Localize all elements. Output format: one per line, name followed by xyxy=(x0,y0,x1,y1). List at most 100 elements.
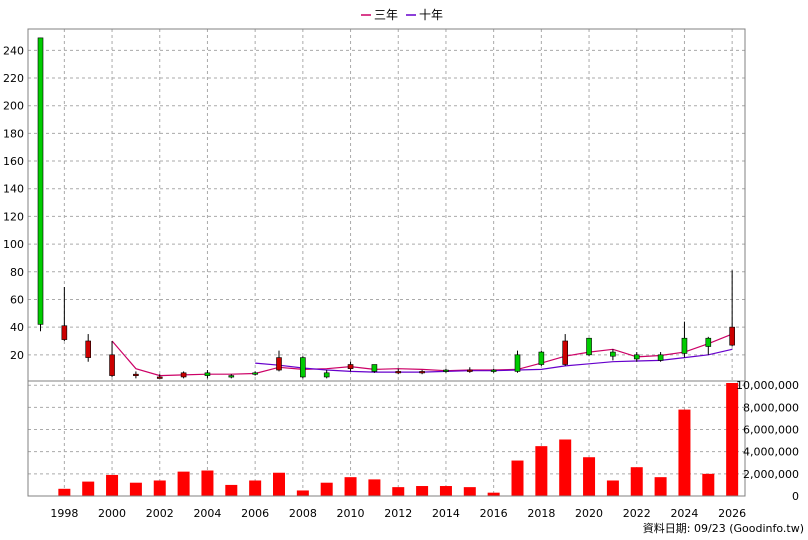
volume-axis-ticks: 0 2,000,000 4,000,000 6,000,000 8,000,000 10,… xyxy=(736,379,799,503)
volume-bar xyxy=(654,477,667,496)
candle-body xyxy=(228,375,235,378)
candle-body xyxy=(514,354,521,372)
volume-tick-label: 8,000,000 xyxy=(743,401,799,414)
price-tick-label: 160 xyxy=(3,155,24,168)
volume-bar xyxy=(439,486,452,496)
volume-bar xyxy=(678,409,691,496)
candle-body xyxy=(586,337,592,356)
volume-bar xyxy=(58,488,71,496)
candle-body xyxy=(466,369,473,372)
price-tick-label: 140 xyxy=(3,183,24,196)
price-tick-label: 120 xyxy=(3,210,24,223)
year-tick-label: 2004 xyxy=(193,507,221,520)
candle-body xyxy=(85,340,91,358)
volume-bar xyxy=(463,487,476,496)
volume-bar xyxy=(129,482,142,496)
year-tick-label: 2014 xyxy=(432,507,460,520)
volume-bar xyxy=(82,481,95,496)
year-tick-label: 2010 xyxy=(337,507,365,520)
legend-label-10yr: 十年 xyxy=(419,8,443,22)
candle-body xyxy=(252,372,258,375)
year-axis-ticks: 1998 2000 2002 2004 2006 2008 2010 2012 2014 2016… xyxy=(50,507,746,520)
year-tick-label: 2020 xyxy=(575,507,603,520)
candle-body xyxy=(681,337,688,354)
candle-body xyxy=(443,369,449,372)
data-date-footer: 資料日期: 09/23 (Goodinfo.tw) xyxy=(643,521,804,535)
year-tick-label: 2018 xyxy=(527,507,555,520)
volume-bar xyxy=(702,473,715,496)
volume-tick-label: 6,000,000 xyxy=(743,424,799,437)
candle-body xyxy=(156,376,163,379)
volume-tick-label: 10,000,000 xyxy=(736,379,799,392)
candle-body xyxy=(37,37,44,325)
volume-bar xyxy=(273,472,285,496)
year-tick-label: 1998 xyxy=(50,507,78,520)
candle-body xyxy=(490,369,497,372)
price-tick-label: 240 xyxy=(3,44,24,57)
year-tick-label: 2008 xyxy=(289,507,317,520)
year-tick-label: 2022 xyxy=(623,507,651,520)
candlesticks xyxy=(37,37,735,379)
candle-body xyxy=(133,373,139,376)
legend-label-3yr: 三年 xyxy=(374,8,398,22)
year-tick-label: 2024 xyxy=(670,507,698,520)
avg-line-3yr xyxy=(111,333,733,377)
candle-body xyxy=(204,372,211,376)
candle-body xyxy=(371,364,378,372)
volume-bar xyxy=(583,457,596,496)
volume-bar xyxy=(106,474,119,496)
candle-body xyxy=(347,364,354,369)
legend: 三年 十年 xyxy=(361,8,443,22)
volume-bar xyxy=(225,484,238,496)
candle-body xyxy=(657,354,664,361)
volume-bar xyxy=(201,470,214,496)
year-tick-label: 2026 xyxy=(718,507,746,520)
year-tick-label: 2000 xyxy=(98,507,126,520)
candle-body xyxy=(705,337,712,347)
candle-body xyxy=(395,371,402,374)
year-tick-label: 2002 xyxy=(146,507,174,520)
volume-bar xyxy=(726,383,739,496)
price-tick-label: 200 xyxy=(3,100,24,113)
candle-body xyxy=(61,325,68,340)
candle-body xyxy=(276,357,282,371)
volume-tick-label: 0 xyxy=(792,490,799,503)
volume-bar xyxy=(535,446,548,496)
price-tick-label: 220 xyxy=(3,72,24,85)
volume-bar xyxy=(296,490,309,496)
volume-bar xyxy=(344,477,357,496)
year-tick-label: 2016 xyxy=(480,507,508,520)
year-tick-label: 2006 xyxy=(241,507,269,520)
price-axis-ticks: 20 40 60 80 100 120 140 160 180 200 220 240 xyxy=(3,44,24,361)
price-tick-label: 80 xyxy=(10,266,24,279)
candle-body xyxy=(562,340,569,365)
year-tick-label: 2012 xyxy=(384,507,412,520)
volume-bar xyxy=(249,480,262,496)
price-tick-label: 100 xyxy=(3,238,24,251)
candle-body xyxy=(323,372,330,378)
volume-bar xyxy=(392,487,405,496)
candle-body xyxy=(109,354,115,376)
price-tick-label: 180 xyxy=(3,127,24,140)
candle-body xyxy=(729,326,735,346)
candle-body xyxy=(610,351,616,357)
candle-body xyxy=(633,354,640,360)
volume-bar xyxy=(630,467,643,496)
price-tick-label: 60 xyxy=(10,293,24,306)
volume-bar xyxy=(487,492,500,496)
volume-bar xyxy=(416,486,429,496)
volume-bar xyxy=(368,479,381,496)
candle-body xyxy=(300,357,306,378)
plot-frame xyxy=(27,28,746,497)
price-tick-label: 40 xyxy=(10,321,24,334)
price-tick-label: 20 xyxy=(10,349,24,362)
axes xyxy=(27,28,746,497)
volume-bar xyxy=(153,480,166,496)
candle-body xyxy=(180,372,187,378)
candle-body xyxy=(538,351,545,365)
volume-bar xyxy=(606,480,619,496)
volume-tick-label: 2,000,000 xyxy=(743,468,799,481)
candle-body xyxy=(419,371,425,374)
